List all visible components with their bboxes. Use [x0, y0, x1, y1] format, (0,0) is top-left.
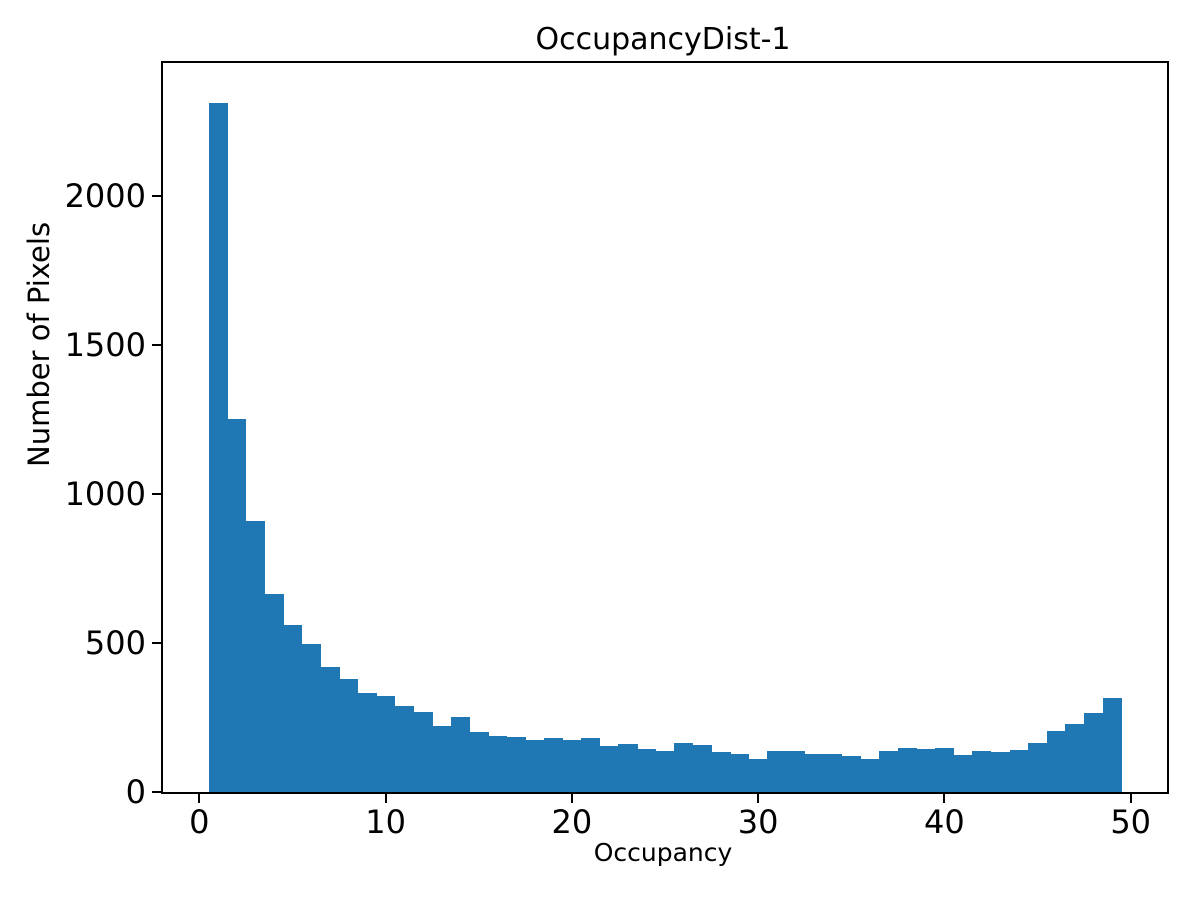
histogram-bar [935, 747, 955, 792]
histogram-bar [972, 751, 992, 792]
histogram-bar [301, 644, 321, 792]
histogram-bar [637, 749, 657, 792]
x-tick-mark [570, 794, 573, 803]
histogram-bar [1084, 712, 1104, 792]
y-tick-mark [152, 492, 161, 495]
y-tick-label: 0 [125, 773, 146, 811]
plot-area [161, 61, 1169, 794]
histogram-bar [432, 726, 452, 792]
y-tick-label: 2000 [64, 176, 146, 215]
histogram-bar [450, 717, 470, 792]
x-tick-mark [757, 794, 760, 803]
histogram-bar [543, 738, 564, 792]
histogram-bar [674, 743, 694, 792]
histogram-bar [990, 752, 1011, 792]
x-tick-label: 40 [924, 803, 965, 841]
histogram-bar [394, 706, 415, 792]
x-tick-label: 20 [551, 803, 593, 841]
histogram-bar [618, 744, 638, 792]
histogram-bar [581, 738, 601, 792]
histogram-bar [655, 751, 675, 792]
histogram-bar [1028, 743, 1048, 792]
x-tick-mark [198, 794, 201, 803]
x-tick-label: 0 [189, 803, 210, 841]
y-tick-mark [152, 791, 161, 793]
histogram-bar [1065, 724, 1085, 792]
y-tick-label: 1500 [64, 325, 146, 364]
histogram-bar [841, 756, 862, 792]
histogram-bar [227, 418, 247, 792]
histogram-bar [245, 521, 265, 792]
histogram-bar [320, 666, 340, 792]
histogram-bar [897, 747, 917, 792]
chart-title: OccupancyDist-1 [535, 22, 791, 57]
x-tick-label: 10 [365, 803, 406, 841]
x-axis-label: Occupancy [593, 838, 733, 867]
histogram-bar [748, 759, 768, 792]
histogram-bar [376, 696, 396, 792]
histogram-bar [1046, 731, 1066, 792]
histogram-bar [506, 737, 526, 792]
histogram-bar [562, 740, 582, 792]
histogram-bar [804, 754, 824, 792]
x-tick-mark [1129, 794, 1132, 803]
y-tick-label: 500 [84, 623, 146, 662]
histogram-bar [1009, 749, 1029, 792]
histogram-bar [525, 740, 545, 792]
histogram-bar [1102, 698, 1122, 792]
histogram-bar [488, 735, 508, 792]
histogram-bar [953, 755, 973, 792]
x-tick-mark [943, 794, 946, 803]
histogram-bar [767, 751, 787, 792]
x-tick-label: 30 [737, 803, 779, 841]
y-tick-mark [152, 641, 161, 644]
histogram-bar [692, 744, 713, 792]
y-tick-label: 1000 [64, 474, 146, 513]
histogram-bar [413, 711, 433, 792]
x-tick-label: 50 [1110, 803, 1152, 841]
histogram-bar [860, 758, 880, 792]
histogram-bar [283, 625, 303, 792]
histogram-bar [916, 749, 936, 792]
histogram-bar [879, 751, 899, 792]
y-tick-mark [152, 343, 161, 346]
histogram-bar [711, 752, 731, 792]
x-tick-mark [384, 794, 387, 803]
histogram-bar [357, 693, 377, 792]
histogram-bar [208, 103, 228, 792]
histogram-bar [786, 751, 806, 792]
histogram-bar [599, 746, 619, 792]
y-tick-mark [152, 194, 161, 197]
histogram-bar [264, 594, 284, 792]
histogram-bar [339, 679, 359, 792]
histogram-bar [469, 732, 489, 792]
histogram-bar [730, 754, 750, 792]
histogram-bar [823, 753, 843, 792]
